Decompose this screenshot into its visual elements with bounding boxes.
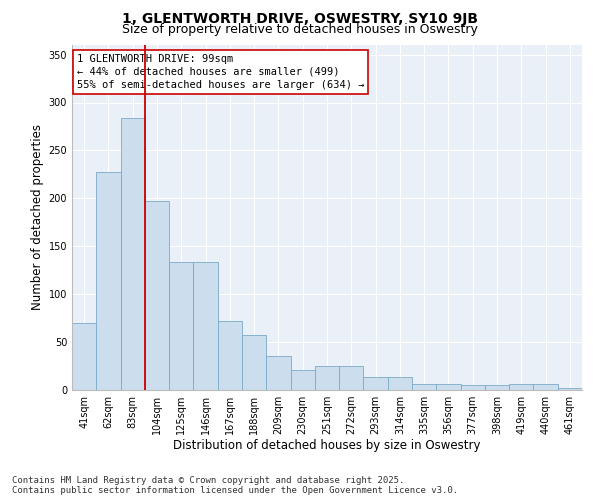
Text: 1, GLENTWORTH DRIVE, OSWESTRY, SY10 9JB: 1, GLENTWORTH DRIVE, OSWESTRY, SY10 9JB <box>122 12 478 26</box>
Bar <box>558 388 582 390</box>
Bar <box>509 384 533 390</box>
Bar <box>96 172 121 390</box>
Y-axis label: Number of detached properties: Number of detached properties <box>31 124 44 310</box>
Text: Contains HM Land Registry data © Crown copyright and database right 2025.
Contai: Contains HM Land Registry data © Crown c… <box>12 476 458 495</box>
Bar <box>145 201 169 390</box>
Bar <box>218 321 242 390</box>
Bar <box>72 323 96 390</box>
Bar <box>266 356 290 390</box>
Bar <box>290 370 315 390</box>
Text: Size of property relative to detached houses in Oswestry: Size of property relative to detached ho… <box>122 22 478 36</box>
Text: 1 GLENTWORTH DRIVE: 99sqm
← 44% of detached houses are smaller (499)
55% of semi: 1 GLENTWORTH DRIVE: 99sqm ← 44% of detac… <box>77 54 365 90</box>
Bar <box>169 262 193 390</box>
Bar <box>412 384 436 390</box>
Bar <box>364 376 388 390</box>
Bar <box>485 385 509 390</box>
Bar <box>533 384 558 390</box>
Bar <box>242 336 266 390</box>
Bar <box>193 262 218 390</box>
Bar <box>436 384 461 390</box>
Bar <box>315 366 339 390</box>
Bar <box>461 385 485 390</box>
Bar <box>121 118 145 390</box>
Bar <box>339 366 364 390</box>
Bar <box>388 376 412 390</box>
X-axis label: Distribution of detached houses by size in Oswestry: Distribution of detached houses by size … <box>173 438 481 452</box>
